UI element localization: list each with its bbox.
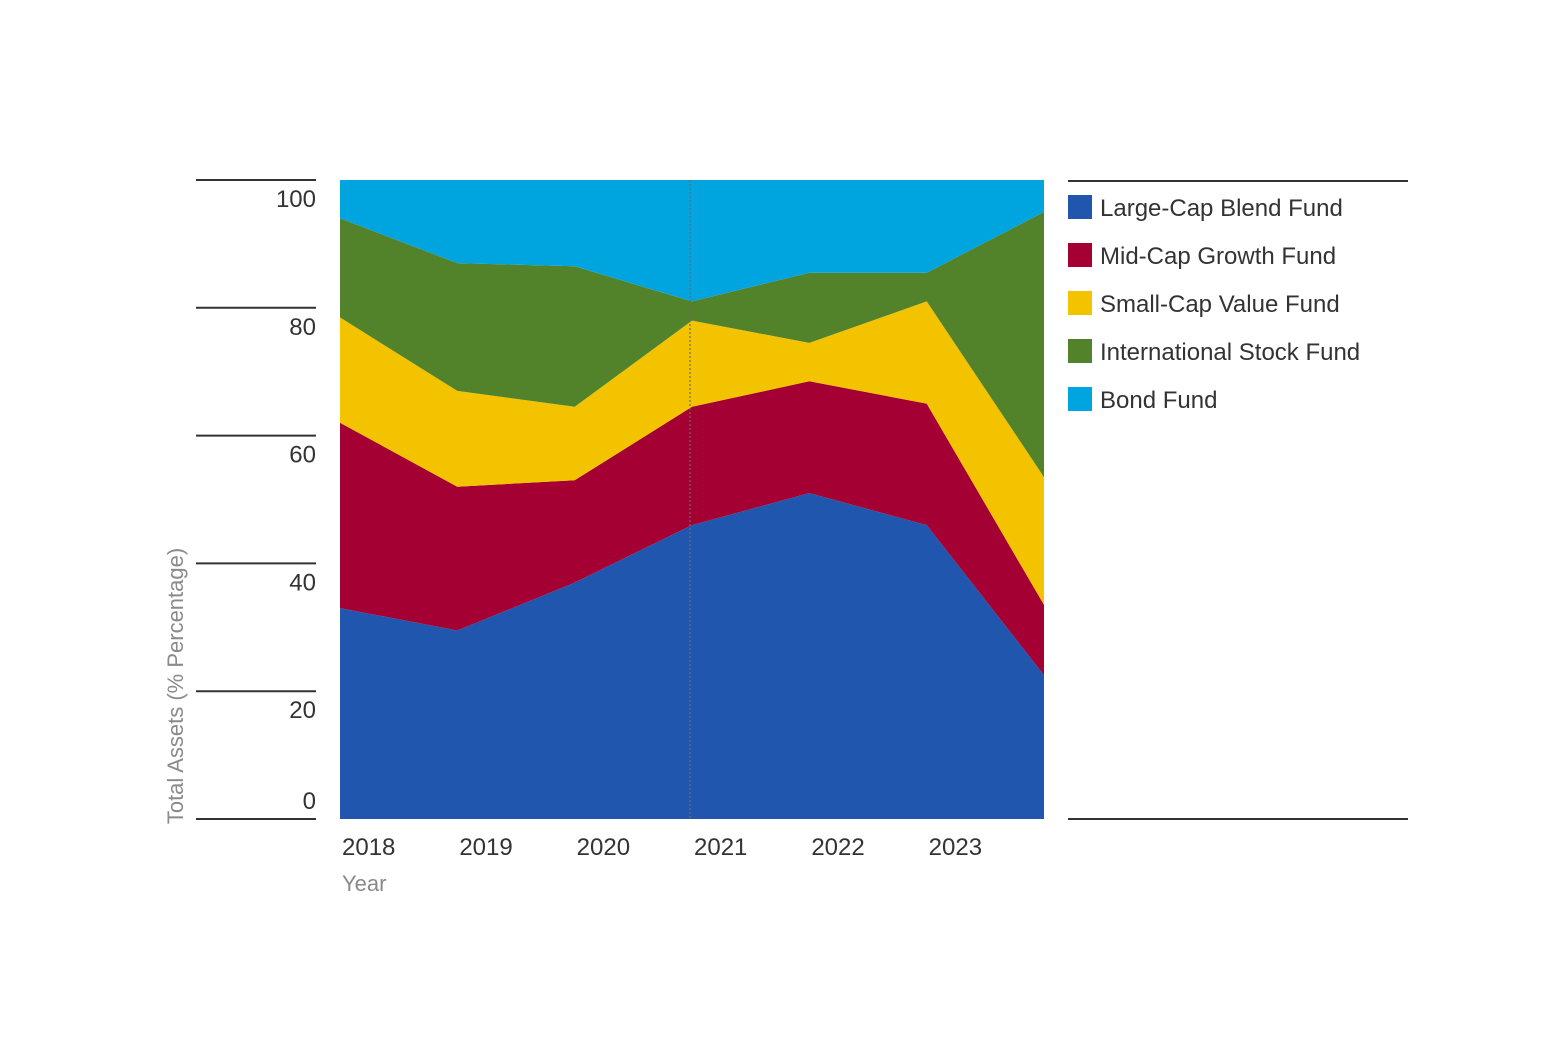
x-tick-label: 2023 <box>929 834 982 861</box>
legend-swatch-large-cap-blend-fund <box>1068 195 1092 219</box>
y-axis: 0 20 40 60 80 100 <box>196 179 316 820</box>
y-tick-label: 20 <box>289 697 316 724</box>
x-axis-title: Year <box>342 871 386 896</box>
area-mid-cap-growth-fund <box>340 381 1044 676</box>
y-axis-title: Total Assets (% Percentage) <box>163 548 188 824</box>
y-tick-label: 80 <box>289 314 316 341</box>
x-axis: 2018 2019 2020 2021 2022 2023 <box>342 834 982 861</box>
y-tick-label: 0 <box>303 788 316 815</box>
area-international-stock-fund <box>340 212 1044 478</box>
legend-label-international-stock-fund: International Stock Fund <box>1100 339 1360 366</box>
area-large-cap-blend-fund <box>340 493 1044 819</box>
x-tick-label: 2020 <box>577 834 630 861</box>
area-series-group <box>340 180 1044 819</box>
legend-label-large-cap-blend-fund: Large-Cap Blend Fund <box>1100 195 1343 222</box>
x-tick-label: 2018 <box>342 834 395 861</box>
legend-swatch-small-cap-value-fund <box>1068 291 1092 315</box>
legend-label-bond-fund: Bond Fund <box>1100 387 1217 414</box>
legend: Large-Cap Blend Fund Mid-Cap Growth Fund S… <box>1068 180 1408 820</box>
y-tick-label: 60 <box>289 442 316 469</box>
y-tick-label: 100 <box>276 186 316 213</box>
legend-swatch-bond-fund <box>1068 387 1092 411</box>
x-tick-label: 2019 <box>459 834 512 861</box>
y-tick-label: 40 <box>289 569 316 596</box>
legend-swatch-international-stock-fund <box>1068 339 1092 363</box>
legend-swatch-mid-cap-growth-fund <box>1068 243 1092 267</box>
x-tick-label: 2021 <box>694 834 747 861</box>
area-bond-fund <box>340 180 1044 302</box>
legend-label-mid-cap-growth-fund: Mid-Cap Growth Fund <box>1100 243 1336 270</box>
legend-label-small-cap-value-fund: Small-Cap Value Fund <box>1100 291 1340 318</box>
x-tick-label: 2022 <box>811 834 864 861</box>
area-small-cap-value-fund <box>340 301 1044 605</box>
